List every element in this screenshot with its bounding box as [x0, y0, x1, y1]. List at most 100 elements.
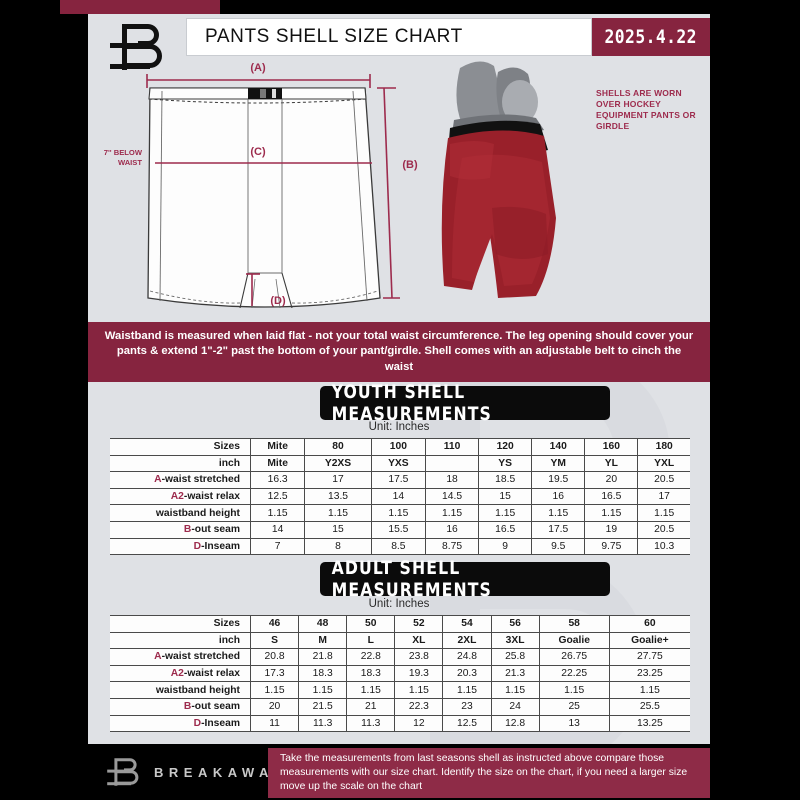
table-cell: 25 [538, 697, 610, 716]
row-label: inch [110, 454, 251, 473]
table-cell: 11.3 [346, 714, 395, 733]
table-cell: 18 [425, 471, 479, 489]
table-cell: 48 [298, 615, 347, 633]
table-cell: 27.75 [608, 648, 690, 666]
row-label: Sizes [110, 438, 251, 456]
table-cell: 1.15 [442, 681, 492, 699]
shell-product-photo [432, 58, 592, 308]
table-cell: 56 [490, 615, 540, 633]
footer-note-text: Take the measurements from last seasons … [280, 753, 688, 792]
table-cell: 1.15 [304, 504, 372, 522]
table-cell: 14 [250, 520, 305, 539]
below-waist-label-line2: WAIST [118, 158, 142, 167]
table-cell: 23 [442, 697, 492, 716]
table-cell: 21.8 [298, 648, 347, 666]
table-cell: 18.3 [346, 664, 395, 683]
table-cell: 140 [531, 438, 585, 456]
table-cell: 120 [478, 438, 532, 456]
adult-section-heading: ADULT SHELL MEASUREMENTS [320, 557, 610, 601]
dim-label-b: (B) [402, 159, 418, 171]
table-cell: 9.75 [584, 537, 638, 556]
table-cell: 20 [584, 471, 638, 489]
row-label-marker: D [193, 540, 202, 552]
table-cell: 1.15 [538, 681, 610, 699]
table-cell: 16.5 [478, 520, 532, 539]
table-cell: 20 [250, 697, 299, 716]
table-cell: 1.15 [250, 504, 305, 522]
table-cell: 8 [304, 537, 372, 556]
table-cell: 9.5 [531, 537, 585, 556]
youth-measurements-table: Sizes Mite 80 100 110 120 140 160 180 inch Mite Y2X… [110, 438, 690, 556]
table-cell: 17.5 [370, 471, 426, 489]
row-label-text: inch [218, 457, 240, 469]
table-cell: 24.8 [442, 648, 492, 666]
youth-section-heading-text: YOUTH SHELL MEASUREMENTS [331, 381, 492, 425]
table-cell: 15 [478, 487, 532, 506]
table-cell: Mite [250, 454, 305, 473]
table-cell: 16 [531, 487, 585, 506]
date-text: 2025.4.22 [604, 26, 698, 48]
footer-brand: BREAKAWAY [88, 744, 360, 800]
row-label-text: waistband height [155, 507, 240, 519]
row-label: B-out seam [110, 697, 251, 716]
table-cell: 12 [394, 714, 443, 733]
date-badge: 2025.4.22 [592, 18, 710, 56]
table-cell: 11.3 [298, 714, 347, 733]
table-cell: 1.15 [250, 681, 299, 699]
breakaway-b-logo-icon [107, 758, 139, 786]
table-cell: 50 [346, 615, 395, 633]
table-cell: 19.5 [531, 471, 585, 489]
table-cell: 52 [394, 615, 443, 633]
row-label: A-waist stretched [110, 648, 251, 666]
table-cell: 46 [250, 615, 299, 633]
table-cell: 26.75 [538, 648, 610, 666]
table-cell: 20.3 [442, 664, 492, 683]
table-cell: 160 [584, 438, 638, 456]
table-cell: YM [531, 454, 585, 473]
adult-unit-label: Unit: Inches [368, 598, 430, 610]
table-cell: S [250, 631, 299, 650]
row-label: B-out seam [110, 520, 251, 539]
table-cell: 180 [637, 438, 690, 456]
dim-label-c: (C) [250, 146, 266, 158]
table-cell: 17 [304, 471, 372, 489]
table-row: waistband height 1.15 1.15 1.15 1.15 1.15 1.15… [110, 681, 690, 699]
table-row: Sizes Mite 80 100 110 120 140 160 180 [110, 438, 690, 456]
table-cell: 25.8 [490, 648, 540, 666]
row-label-marker: B [183, 701, 192, 713]
dim-label-a: (A) [250, 62, 266, 74]
table-cell: 16.3 [250, 471, 305, 489]
table-cell: 22.25 [538, 664, 610, 683]
table-cell: 1.15 [478, 504, 532, 522]
table-cell: 19.3 [394, 664, 443, 683]
table-cell: 13 [538, 714, 610, 733]
row-label: waistband height [110, 504, 251, 522]
table-row: D-Inseam 7 8 8.5 8.75 9 9.5 9.75 10.3 [110, 537, 690, 556]
table-cell: 1.15 [298, 681, 347, 699]
row-label: A2-waist relax [110, 487, 251, 506]
photo-note: SHELLS ARE WORN OVER HOCKEY EQUIPMENT PA… [596, 88, 696, 131]
row-label-text: -out seam [191, 524, 240, 536]
table-row: B-out seam 14 15 15.5 16 16.5 17.5 19 20.5 [110, 520, 690, 539]
table-cell: 54 [442, 615, 492, 633]
adult-measurements-table: Sizes 46 48 50 52 54 56 58 60 inch S M L XL 2XL 3XL Goal… [110, 615, 690, 733]
banner-text: Waistband is measured when laid flat - n… [104, 329, 694, 373]
table-cell: 22.8 [346, 648, 395, 666]
row-label: D-Inseam [110, 714, 251, 733]
row-label-marker: A [154, 474, 162, 486]
table-cell: 1.15 [370, 504, 426, 522]
table-cell: XL [394, 631, 443, 650]
table-cell: 80 [304, 438, 372, 456]
top-strip-maroon-accent [60, 0, 220, 14]
table-cell: 1.15 [346, 681, 395, 699]
row-label-text: -out seam [191, 701, 240, 713]
table-cell: 21.5 [298, 697, 347, 716]
table-cell: M [298, 631, 347, 650]
page-title: PANTS SHELL SIZE CHART [205, 26, 463, 47]
row-label-text: -waist relax [183, 668, 240, 680]
table-cell: 58 [538, 615, 610, 633]
table-cell: 60 [608, 615, 690, 633]
table-cell: Goalie+ [608, 631, 690, 650]
table-cell: 24 [490, 697, 540, 716]
